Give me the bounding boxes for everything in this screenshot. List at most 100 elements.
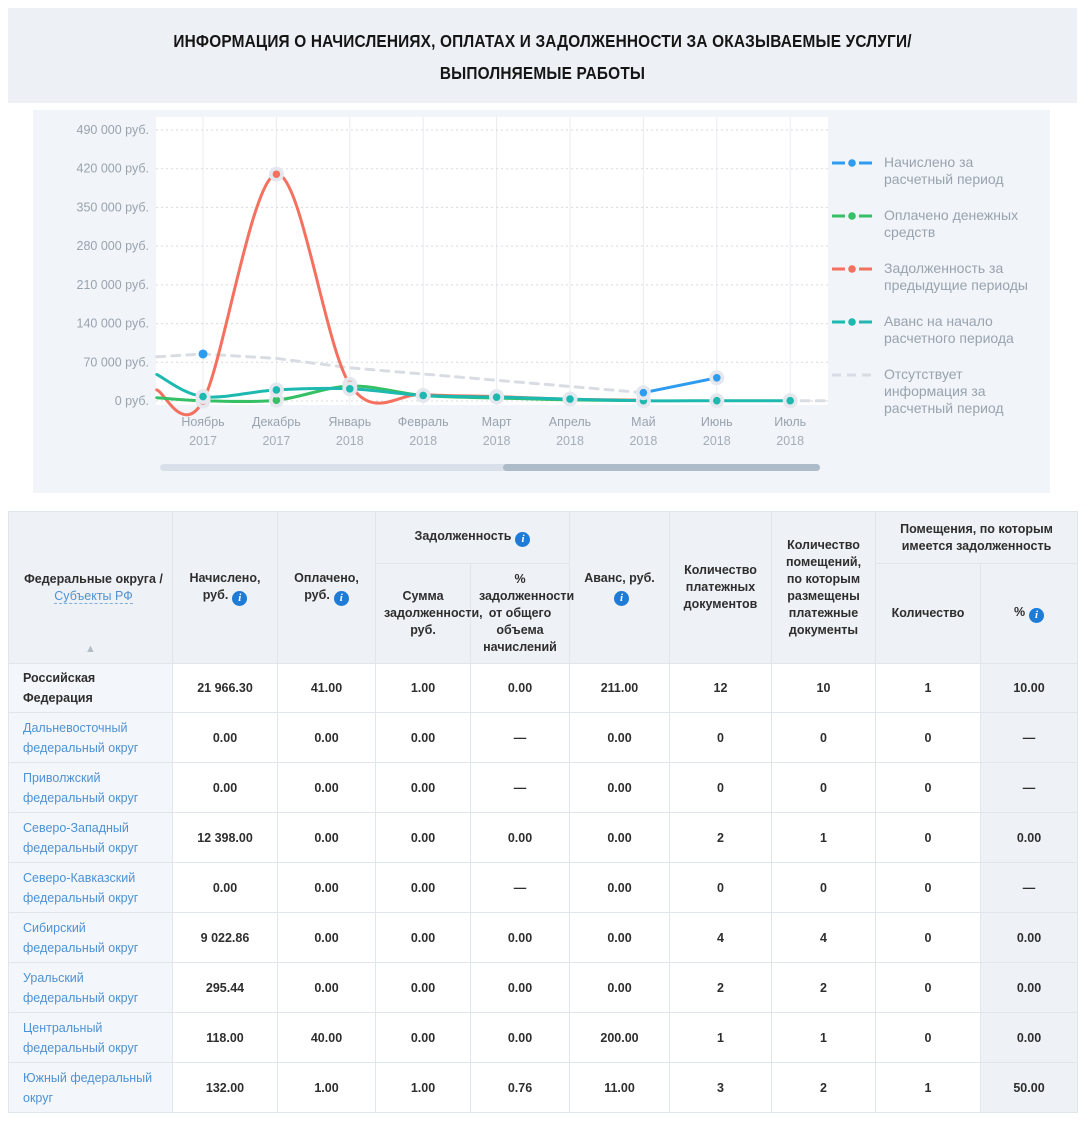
- table-row: Российская Федерация 21 966.30 41.00 1.00 0.…: [8, 663, 1079, 713]
- value-cell: —: [979, 712, 1079, 763]
- region-link[interactable]: Уральский федеральный округ: [23, 970, 139, 1005]
- value-cell: 0.00: [470, 1012, 570, 1063]
- value-cell: 0.00: [375, 962, 471, 1013]
- value-cell: 0: [875, 712, 981, 763]
- value-cell: 200.00: [569, 1012, 670, 1063]
- page-title-line-2: ВЫПОЛНЯЕМЫЕ РАБОТЫ: [439, 63, 646, 83]
- legend-item-advance[interactable]: Аванс на начало расчетного периода: [832, 313, 1040, 347]
- value-cell: 0.00: [569, 862, 670, 913]
- sort-arrow-icon[interactable]: ▲: [85, 643, 96, 655]
- info-icon[interactable]: i: [515, 532, 531, 547]
- info-icon[interactable]: i: [333, 590, 349, 606]
- y-axis-tick-label: 210 000 руб.: [77, 278, 150, 292]
- series-line-no_info: [155, 352, 645, 395]
- value-cell: 0.00: [470, 812, 570, 863]
- legend-item-label: Аванс на начало расчетного периода: [884, 313, 1014, 346]
- value-cell: 1: [771, 812, 876, 863]
- region-link[interactable]: Приволжский федеральный округ: [23, 770, 139, 805]
- value-cell: 0.00: [172, 762, 278, 813]
- data-point-accrued[interactable]: [198, 349, 208, 359]
- page-title: ИНФОРМАЦИЯ О НАЧИСЛЕНИЯХ, ОПЛАТАХ И ЗАДО…: [99, 25, 987, 89]
- value-cell: 0.00: [470, 663, 570, 713]
- data-point-advance[interactable]: [492, 393, 501, 401]
- data-point-accrued[interactable]: [713, 373, 721, 382]
- data-point-advance[interactable]: [786, 396, 794, 405]
- region-link[interactable]: Сибирский федеральный округ: [23, 920, 139, 955]
- value-cell: 9 022.86: [172, 912, 278, 963]
- x-axis-month-label: Ноябрь: [181, 415, 224, 429]
- chart-scrollbar[interactable]: [160, 464, 820, 471]
- info-icon[interactable]: i: [614, 590, 629, 606]
- value-cell: —: [470, 762, 570, 813]
- chart-panel: 0 руб. 70 000 руб. 140 000 руб. 210 000 руб…: [33, 110, 1050, 493]
- y-axis-tick-label: 140 000 руб.: [77, 317, 150, 331]
- value-cell: 1.00: [375, 663, 471, 713]
- value-cell: 0: [875, 912, 981, 963]
- data-point-accrued[interactable]: [639, 388, 648, 397]
- data-point-debt[interactable]: [272, 170, 281, 179]
- header-debt-pct: % задолженности от общего объема начисле…: [470, 563, 574, 664]
- header-premises-debt-group-label: Помещения, по которым имеется задолженно…: [900, 521, 1053, 553]
- legend-dashed-line-icon: [832, 373, 872, 377]
- data-point-advance[interactable]: [419, 391, 428, 400]
- value-cell: 0.00: [277, 712, 376, 763]
- legend-item-label: Отсутствует информация за расчетный пери…: [884, 366, 1004, 416]
- region-link[interactable]: Центральный федеральный округ: [23, 1020, 139, 1055]
- value-cell: 4: [669, 912, 772, 963]
- legend-line-dot-icon: [832, 265, 872, 273]
- region-total-label: Российская Федерация: [23, 671, 96, 705]
- header-premises-debt-pct-label: %: [1013, 605, 1026, 619]
- x-axis-year-label: 2018: [776, 434, 804, 448]
- value-cell: 0: [771, 762, 876, 813]
- value-cell: 0.00: [277, 862, 376, 913]
- x-axis-month-label: Июль: [774, 415, 806, 429]
- value-cell: 132.00: [172, 1062, 278, 1113]
- region-cell: Уральский федеральный округ: [8, 962, 173, 1013]
- info-icon[interactable]: i: [232, 590, 248, 606]
- table-row: Уральский федеральный округ 295.44 0.00 0.0…: [8, 962, 1079, 1013]
- legend-item-no_info[interactable]: Отсутствует информация за расчетный пери…: [832, 366, 1040, 417]
- region-cell: Приволжский федеральный округ: [8, 762, 173, 813]
- region-link[interactable]: Дальневосточный федеральный округ: [23, 720, 139, 755]
- data-point-advance[interactable]: [272, 386, 281, 394]
- chart-scrollbar-thumb[interactable]: [503, 464, 820, 471]
- x-axis-year-label: 2018: [483, 434, 511, 448]
- value-cell: 0.00: [375, 862, 471, 913]
- region-link[interactable]: Южный федеральный округ: [23, 1070, 153, 1105]
- info-icon[interactable]: i: [1029, 608, 1045, 623]
- legend-item-paid[interactable]: Оплачено денежных средств: [832, 207, 1040, 241]
- x-axis-month-label: Январь: [328, 415, 371, 429]
- header-paid-label: Оплачено, руб.: [294, 570, 359, 602]
- header-advance-label: Аванс, руб.: [584, 570, 655, 585]
- data-point-paid[interactable]: [272, 396, 281, 404]
- page: ИНФОРМАЦИЯ О НАЧИСЛЕНИЯХ, ОПЛАТАХ И ЗАДО…: [0, 8, 1085, 1113]
- region-cell: Российская Федерация: [8, 663, 173, 713]
- value-cell: 0.00: [277, 962, 376, 1013]
- data-point-advance[interactable]: [566, 395, 574, 403]
- value-cell: —: [979, 862, 1079, 913]
- value-cell: 1: [875, 663, 981, 713]
- legend-item-accrued[interactable]: Начислено за расчетный период: [832, 154, 1040, 188]
- header-region-subjects-link[interactable]: Субъекты РФ: [54, 588, 133, 604]
- value-cell: 0: [669, 712, 772, 763]
- region-cell: Сибирский федеральный округ: [8, 912, 173, 963]
- value-cell: 295.44: [172, 962, 278, 1013]
- chart-legend: Начислено за расчетный период Оплачено де…: [832, 154, 1040, 417]
- x-axis-month-label: Февраль: [398, 415, 449, 429]
- y-axis-tick-label: 280 000 руб.: [77, 239, 150, 253]
- value-cell: 1: [771, 1012, 876, 1063]
- x-axis-month-label: Декабрь: [252, 415, 301, 429]
- data-point-advance[interactable]: [346, 385, 354, 393]
- value-cell: 0.00: [470, 962, 570, 1013]
- value-cell: 0.00: [375, 712, 471, 763]
- data-point-advance[interactable]: [713, 396, 721, 405]
- value-cell: 0.00: [277, 762, 376, 813]
- value-cell: 0.00: [569, 812, 670, 863]
- data-point-advance[interactable]: [199, 392, 207, 401]
- table-row: Северо-Кавказский федеральный округ 0.00 0…: [8, 862, 1079, 913]
- region-link[interactable]: Северо-Кавказский федеральный округ: [23, 870, 139, 905]
- region-link[interactable]: Северо-Западный федеральный округ: [23, 820, 139, 855]
- header-debt-group-label: Задолженность: [414, 529, 512, 543]
- legend-item-debt[interactable]: Задолженность за предыдущие периоды: [832, 260, 1040, 294]
- x-axis-month-label: Март: [482, 415, 512, 429]
